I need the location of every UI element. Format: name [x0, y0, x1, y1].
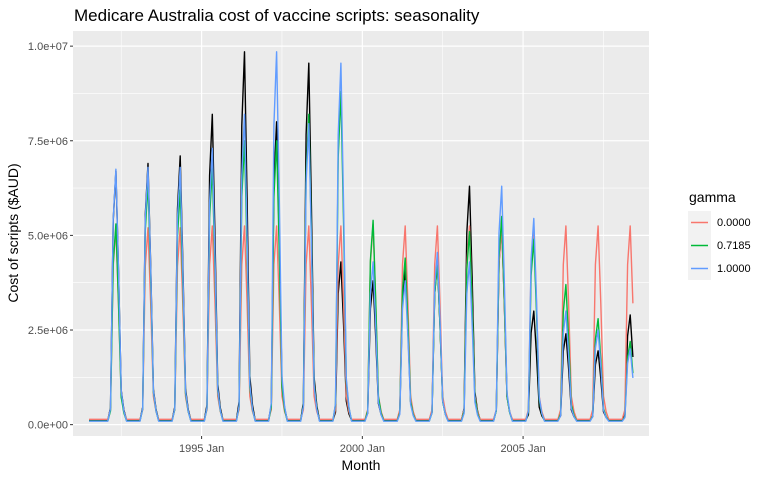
legend-items: 0.0000 0.7185 1.0000 — [688, 211, 751, 280]
x-axis: 1995 Jan 2000 Jan 2005 Jan — [179, 436, 546, 455]
legend-label: 0.7185 — [717, 240, 751, 252]
legend-label: 0.0000 — [717, 217, 751, 229]
x-axis-title: Month — [342, 457, 381, 473]
series-layer — [89, 51, 634, 422]
y-tick-label: 1.0e+07 — [28, 41, 68, 53]
y-tick-label: 2.5e+06 — [28, 325, 68, 337]
y-tick-label: 7.5e+06 — [28, 136, 68, 148]
legend-title: gamma — [689, 189, 736, 205]
legend-label: 1.0000 — [717, 263, 751, 275]
x-tick-label: 2005 Jan — [500, 443, 545, 455]
x-tick-label: 1995 Jan — [179, 443, 224, 455]
y-axis-title: Cost of scripts ($AUD) — [5, 163, 21, 302]
y-axis: 0.0e+00 2.5e+06 5.0e+06 7.5e+06 1.0e+07 — [28, 41, 73, 432]
chart-title: Medicare Australia cost of vaccine scrip… — [74, 6, 480, 25]
series-gamma-1.0000 — [89, 51, 634, 422]
x-tick-label: 2000 Jan — [340, 443, 385, 455]
legend: gamma 0.0000 0.7185 1.0000 — [688, 189, 751, 280]
plot-panel — [73, 31, 649, 436]
y-tick-label: 5.0e+06 — [28, 230, 68, 242]
y-tick-label: 0.0e+00 — [28, 420, 68, 432]
